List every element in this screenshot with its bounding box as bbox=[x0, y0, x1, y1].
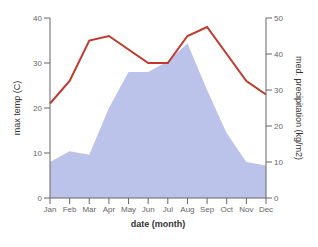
svg-text:50: 50 bbox=[274, 14, 283, 23]
svg-text:40: 40 bbox=[33, 14, 42, 23]
svg-text:Nov: Nov bbox=[239, 205, 253, 214]
svg-text:Feb: Feb bbox=[63, 205, 77, 214]
svg-text:Jan: Jan bbox=[44, 205, 57, 214]
svg-text:0: 0 bbox=[38, 194, 43, 203]
svg-text:30: 30 bbox=[33, 59, 42, 68]
svg-text:0: 0 bbox=[274, 194, 279, 203]
svg-text:med. precipitation (kg/m2): med. precipitation (kg/m2) bbox=[294, 56, 304, 160]
svg-text:30: 30 bbox=[274, 86, 283, 95]
svg-text:max temp (C): max temp (C) bbox=[12, 81, 22, 136]
svg-text:Dec: Dec bbox=[259, 205, 273, 214]
svg-text:40: 40 bbox=[274, 50, 283, 59]
svg-text:10: 10 bbox=[274, 158, 283, 167]
svg-text:Aug: Aug bbox=[180, 205, 194, 214]
svg-text:Mar: Mar bbox=[82, 205, 96, 214]
svg-text:20: 20 bbox=[33, 104, 42, 113]
svg-text:Apr: Apr bbox=[103, 205, 116, 214]
svg-text:20: 20 bbox=[274, 122, 283, 131]
svg-text:Sep: Sep bbox=[200, 205, 215, 214]
svg-text:Jun: Jun bbox=[142, 205, 155, 214]
svg-text:10: 10 bbox=[33, 149, 42, 158]
svg-text:Oct: Oct bbox=[221, 205, 234, 214]
svg-text:Jul: Jul bbox=[163, 205, 173, 214]
svg-text:date (month): date (month) bbox=[131, 219, 186, 229]
svg-text:May: May bbox=[121, 205, 136, 214]
